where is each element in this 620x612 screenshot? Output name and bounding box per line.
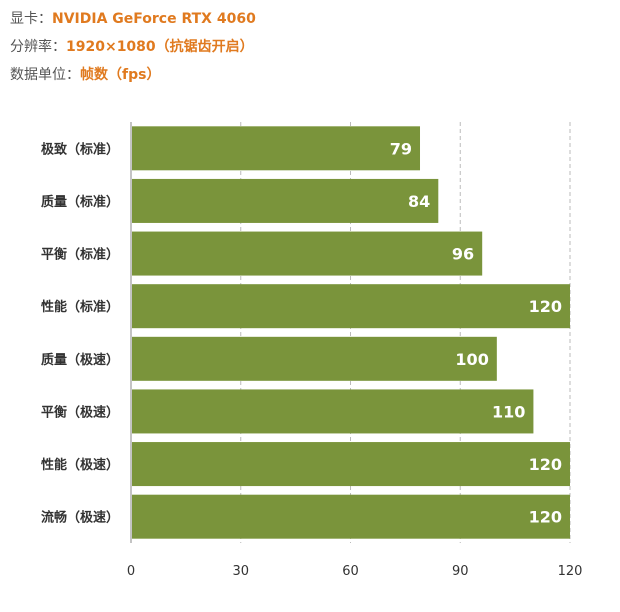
data-label-0: 79	[390, 139, 412, 158]
gpu-info: 显卡：NVIDIA GeForce RTX 4060	[10, 9, 256, 29]
data-label-4: 100	[455, 350, 488, 369]
bar-1	[132, 178, 439, 223]
x-tick-label-0: 0	[127, 564, 135, 579]
bar-2	[132, 231, 483, 276]
x-tick-label-1: 30	[232, 564, 249, 579]
x-tick-label-4: 120	[558, 564, 583, 579]
gpu-label: 显卡：	[10, 11, 52, 27]
bar-7	[132, 494, 570, 539]
bar-4	[132, 336, 497, 381]
bar-0	[132, 126, 421, 171]
unit-info: 数据单位：帧数（fps）	[10, 65, 160, 85]
unit-label: 数据单位：	[10, 67, 80, 83]
resolution-info: 分辨率：1920×1080（抗锯齿开启）	[10, 37, 254, 57]
data-label-7: 120	[529, 508, 562, 527]
category-label-1: 质量（标准）	[41, 194, 119, 210]
data-label-1: 84	[408, 192, 430, 211]
category-label-6: 性能（极速）	[41, 457, 119, 473]
x-tick-label-2: 60	[342, 564, 359, 579]
category-label-3: 性能（标准）	[41, 299, 119, 315]
data-label-5: 110	[492, 402, 525, 421]
category-label-5: 平衡（极速）	[41, 404, 119, 420]
unit-value: 帧数（fps）	[80, 67, 161, 83]
resolution-label: 分辨率：	[10, 39, 66, 55]
category-label-7: 流畅（极速）	[41, 510, 119, 526]
x-tick-label-3: 90	[452, 564, 469, 579]
category-label-4: 质量（极速）	[41, 352, 119, 368]
category-label-2: 平衡（标准）	[41, 247, 119, 263]
bar-3	[132, 284, 570, 329]
category-label-0: 极致（标准）	[41, 141, 119, 157]
resolution-value: 1920×1080（抗锯齿开启）	[66, 39, 254, 55]
gpu-value: NVIDIA GeForce RTX 4060	[52, 11, 256, 27]
data-label-3: 120	[529, 297, 562, 316]
bar-5	[132, 389, 534, 434]
data-label-2: 96	[452, 245, 474, 264]
data-label-6: 120	[529, 455, 562, 474]
bar-6	[132, 442, 570, 487]
